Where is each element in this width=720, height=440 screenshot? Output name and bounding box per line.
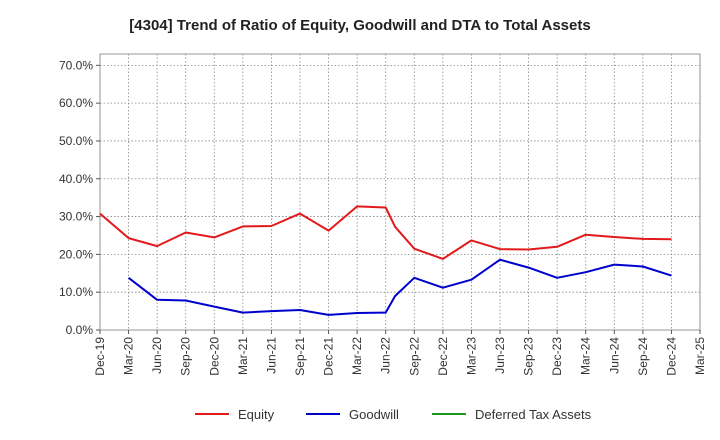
y-tick-label: 40.0% (59, 172, 93, 186)
y-tick-label: 20.0% (59, 247, 93, 261)
x-tick-label: Mar-24 (579, 337, 593, 375)
y-tick-label: 70.0% (59, 58, 93, 72)
legend-label: Equity (238, 407, 275, 422)
y-tick-label: 10.0% (59, 285, 93, 299)
x-tick-label: Mar-23 (464, 337, 478, 375)
legend-label: Goodwill (349, 407, 399, 422)
series-line-goodwill (127, 258, 672, 316)
x-tick-label: Mar-22 (350, 337, 364, 375)
x-tick-label: Jun-22 (379, 337, 393, 374)
y-axis: 0.0% 10.0% 20.0% 30.0% 40.0% 50.0% 60.0% 70.0% (59, 58, 100, 337)
x-tick-label: Mar-21 (236, 337, 250, 375)
series-line-equity (99, 205, 672, 260)
x-tick-label: Jun-23 (493, 337, 507, 374)
plot-area (99, 53, 701, 331)
x-tick-label: Jun-21 (264, 337, 278, 374)
series-group (99, 205, 672, 316)
x-tick-label: Jun-20 (150, 337, 164, 374)
x-tick-label: Sep-23 (522, 337, 536, 376)
x-tick-label: Dec-21 (322, 337, 336, 376)
x-tick-label: Sep-21 (293, 337, 307, 376)
grid (99, 54, 701, 331)
x-tick-label: Sep-20 (179, 337, 193, 376)
chart-title: [4304] Trend of Ratio of Equity, Goodwil… (129, 17, 590, 34)
x-tick-label: Dec-23 (550, 337, 564, 376)
x-tick-label: Dec-22 (436, 337, 450, 376)
x-tick-label: Dec-19 (93, 337, 107, 376)
y-tick-label: 30.0% (59, 210, 93, 224)
x-axis: Dec-19 Mar-20 Jun-20 Sep-20 Dec-20 Mar-21 Jun-… (93, 330, 707, 376)
x-tick-label: Mar-25 (693, 337, 707, 375)
y-tick-label: 60.0% (59, 96, 93, 110)
legend-label: Deferred Tax Assets (475, 407, 592, 422)
x-tick-label: Jun-24 (607, 337, 621, 374)
legend: Equity Goodwill Deferred Tax Assets (195, 407, 592, 422)
x-tick-label: Dec-20 (207, 337, 221, 376)
x-tick-label: Sep-22 (407, 337, 421, 376)
x-tick-label: Sep-24 (636, 337, 650, 376)
y-tick-label: 0.0% (66, 323, 94, 337)
y-tick-label: 50.0% (59, 134, 93, 148)
x-tick-label: Dec-24 (664, 337, 678, 376)
x-tick-label: Mar-20 (122, 337, 136, 375)
